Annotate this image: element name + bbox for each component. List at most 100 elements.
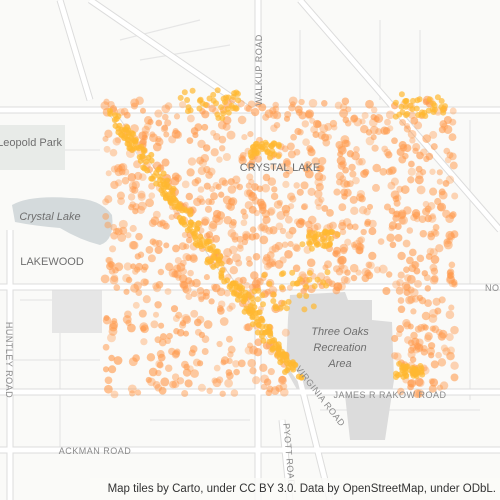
dot: [346, 180, 354, 188]
dot: [196, 239, 203, 246]
dot: [350, 114, 359, 123]
dot: [342, 116, 350, 124]
dot: [176, 201, 183, 208]
dot: [424, 214, 433, 223]
dot: [393, 199, 401, 207]
dot: [298, 98, 305, 106]
dot: [178, 242, 187, 251]
dot: [113, 284, 121, 291]
dot: [261, 272, 268, 279]
dot: [389, 241, 397, 249]
dot: [103, 98, 110, 105]
dot: [445, 310, 455, 320]
dot: [358, 206, 368, 215]
dot: [305, 220, 313, 229]
dot: [343, 277, 351, 284]
dot: [418, 215, 427, 224]
dot: [289, 195, 297, 203]
dot: [412, 147, 419, 154]
dot: [312, 131, 320, 139]
dot: [194, 225, 201, 232]
dot: [201, 348, 209, 355]
dot: [236, 285, 243, 292]
dot: [394, 222, 402, 231]
dot: [269, 345, 276, 352]
dot: [274, 241, 283, 251]
dot: [138, 131, 148, 141]
dot: [427, 202, 436, 210]
dot: [337, 161, 346, 170]
dot: [176, 328, 185, 337]
dot: [222, 152, 231, 162]
dot: [189, 253, 198, 262]
dot: [148, 219, 157, 228]
dot: [294, 127, 302, 136]
dot: [245, 255, 252, 263]
dot: [349, 195, 358, 204]
dot: [241, 308, 248, 315]
dot: [255, 143, 262, 150]
dot: [296, 292, 303, 299]
dot: [246, 342, 254, 349]
dot: [357, 243, 365, 251]
dot: [413, 105, 420, 112]
dot: [260, 383, 268, 391]
dot: [432, 224, 440, 231]
dot: [335, 267, 344, 276]
dot: [181, 389, 189, 398]
dot: [135, 289, 143, 296]
dot: [106, 262, 114, 271]
dot: [127, 384, 137, 394]
dot: [449, 161, 458, 170]
dot: [132, 301, 140, 309]
dot: [121, 176, 130, 185]
dot: [176, 377, 185, 385]
dot: [194, 318, 202, 327]
dot: [429, 378, 439, 387]
dot: [203, 182, 211, 190]
dot: [392, 280, 401, 289]
dot: [394, 233, 403, 242]
dot: [108, 322, 118, 332]
dot: [109, 148, 118, 157]
dot: [339, 175, 347, 182]
dot: [420, 148, 428, 156]
dot: [357, 236, 366, 244]
dot: [216, 340, 223, 348]
dot: [210, 129, 217, 137]
dot: [154, 301, 162, 309]
dot: [420, 344, 428, 352]
dot: [117, 233, 127, 242]
place-label: Recreation: [313, 342, 366, 354]
dot: [196, 195, 205, 203]
dot: [323, 282, 330, 289]
dot: [212, 283, 221, 293]
dot: [216, 156, 223, 163]
dot: [259, 235, 269, 245]
dot: [301, 203, 309, 211]
dot: [222, 195, 232, 205]
dot: [271, 140, 278, 147]
dot: [243, 104, 251, 112]
dot: [108, 365, 117, 374]
dot: [144, 167, 151, 174]
dot: [218, 145, 226, 152]
dot: [224, 378, 233, 388]
dot: [181, 206, 188, 213]
dot: [281, 328, 290, 337]
dot: [259, 323, 266, 330]
dot: [132, 203, 140, 211]
dot: [210, 263, 217, 270]
dot: [439, 120, 448, 128]
dot: [193, 197, 202, 207]
dot: [247, 152, 254, 159]
dot: [346, 150, 355, 158]
dot: [207, 258, 214, 265]
dot: [166, 332, 173, 340]
dot: [326, 209, 334, 217]
dot: [398, 217, 406, 225]
dot: [172, 315, 180, 322]
dot: [403, 98, 410, 104]
dot: [283, 160, 291, 168]
dot: [401, 281, 411, 291]
